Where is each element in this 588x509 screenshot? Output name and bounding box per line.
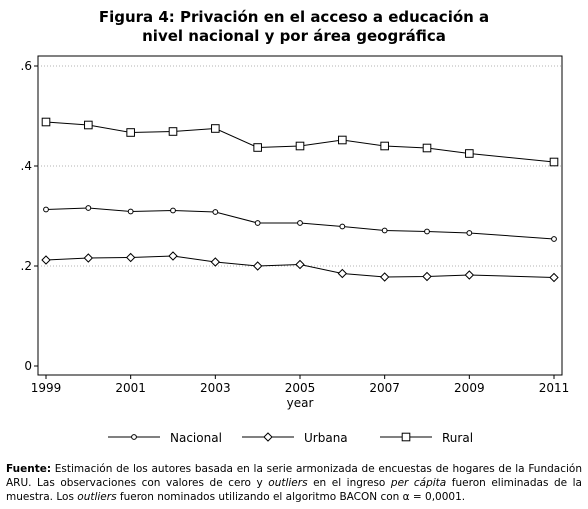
source-note-text-1: Estimación de los autores basada en la s… [6, 463, 582, 489]
data-point-rural [549, 157, 559, 167]
y-tick-label: .4 [21, 159, 32, 173]
y-tick-label: .6 [21, 59, 32, 73]
x-tick-label: 2001 [115, 381, 146, 395]
chart-title-line-1: Figura 4: Privación en el acceso a educa… [98, 8, 490, 26]
chart-title: Figura 4: Privación en el acceso a educa… [0, 8, 588, 46]
data-point-urbana [337, 268, 348, 279]
data-point-rural [295, 141, 305, 151]
data-point-rural [211, 124, 220, 133]
data-point-rural [422, 143, 432, 153]
data-point-rural [338, 135, 347, 145]
data-point-nacional [85, 205, 92, 211]
y-tick-label: 0 [24, 359, 32, 373]
data-point-urbana [549, 272, 559, 283]
data-point-nacional [170, 207, 176, 214]
x-tick-label: 2011 [539, 381, 570, 395]
x-tick-label: 2009 [454, 381, 485, 395]
data-point-urbana [422, 271, 432, 282]
data-point-nacional [551, 236, 557, 242]
data-point-nacional [212, 209, 219, 215]
x-tick-label: 1999 [31, 381, 62, 395]
data-point-rural [465, 149, 474, 158]
data-point-urbana [168, 251, 178, 261]
plot-frame [37, 55, 563, 376]
legend-label-rural: Rural [442, 431, 473, 445]
legend-marker-urbana [263, 432, 273, 442]
chart-title-line-2: nivel nacional y por área geográfica [142, 27, 446, 45]
data-point-nacional [43, 206, 49, 213]
x-tick-label: 2007 [369, 381, 400, 395]
source-note-text-2: en el ingreso [307, 477, 391, 489]
data-point-urbana [210, 257, 221, 267]
data-point-urbana [125, 252, 136, 263]
source-note-label: Fuente: [6, 463, 52, 475]
data-point-rural [41, 117, 51, 127]
data-point-nacional [424, 228, 430, 235]
source-note-italic-2: per cápita [390, 477, 447, 489]
data-point-urbana [379, 272, 390, 282]
data-point-urbana [464, 270, 475, 280]
source-note-text-3: fueron eliminadas de la muestra. Los [6, 477, 582, 503]
series-line-nacional [45, 207, 555, 240]
data-point-nacional [381, 227, 388, 234]
data-point-nacional [339, 223, 346, 230]
series-line-rural [45, 121, 555, 163]
source-note-text-4: fueron nominados utilizando el algoritmo… [116, 491, 466, 503]
line-chart: 0 .2 .4 .6 1999 2001 2003 2005 2007 2009 2011 year N… [21, 55, 570, 445]
data-point-urbana [252, 261, 263, 271]
y-tick-label: .2 [21, 259, 32, 273]
data-point-rural [126, 128, 135, 137]
legend-label-nacional: Nacional [170, 431, 222, 445]
x-tick-label: 2003 [200, 381, 231, 395]
data-point-nacional [254, 220, 261, 226]
x-axis-title: year [287, 396, 314, 410]
source-note-italic-3: outliers [77, 491, 117, 503]
legend-marker-rural [401, 432, 411, 442]
series-line-urbana [45, 255, 555, 278]
data-point-nacional [466, 230, 473, 236]
source-note-italic-1: outliers [268, 477, 308, 489]
data-point-rural [84, 120, 93, 130]
x-tick-label: 2005 [285, 381, 316, 395]
data-point-urbana [295, 259, 305, 270]
data-point-nacional [297, 220, 303, 226]
data-point-rural [253, 143, 262, 152]
source-note: Fuente: Estimación de los autores basada… [6, 462, 582, 504]
data-point-rural [380, 141, 389, 151]
legend-marker-nacional [131, 434, 137, 440]
data-point-urbana [41, 255, 51, 265]
legend-label-urbana: Urbana [304, 431, 348, 445]
data-point-nacional [127, 208, 134, 215]
data-point-urbana [83, 253, 94, 263]
data-point-rural [168, 127, 178, 136]
